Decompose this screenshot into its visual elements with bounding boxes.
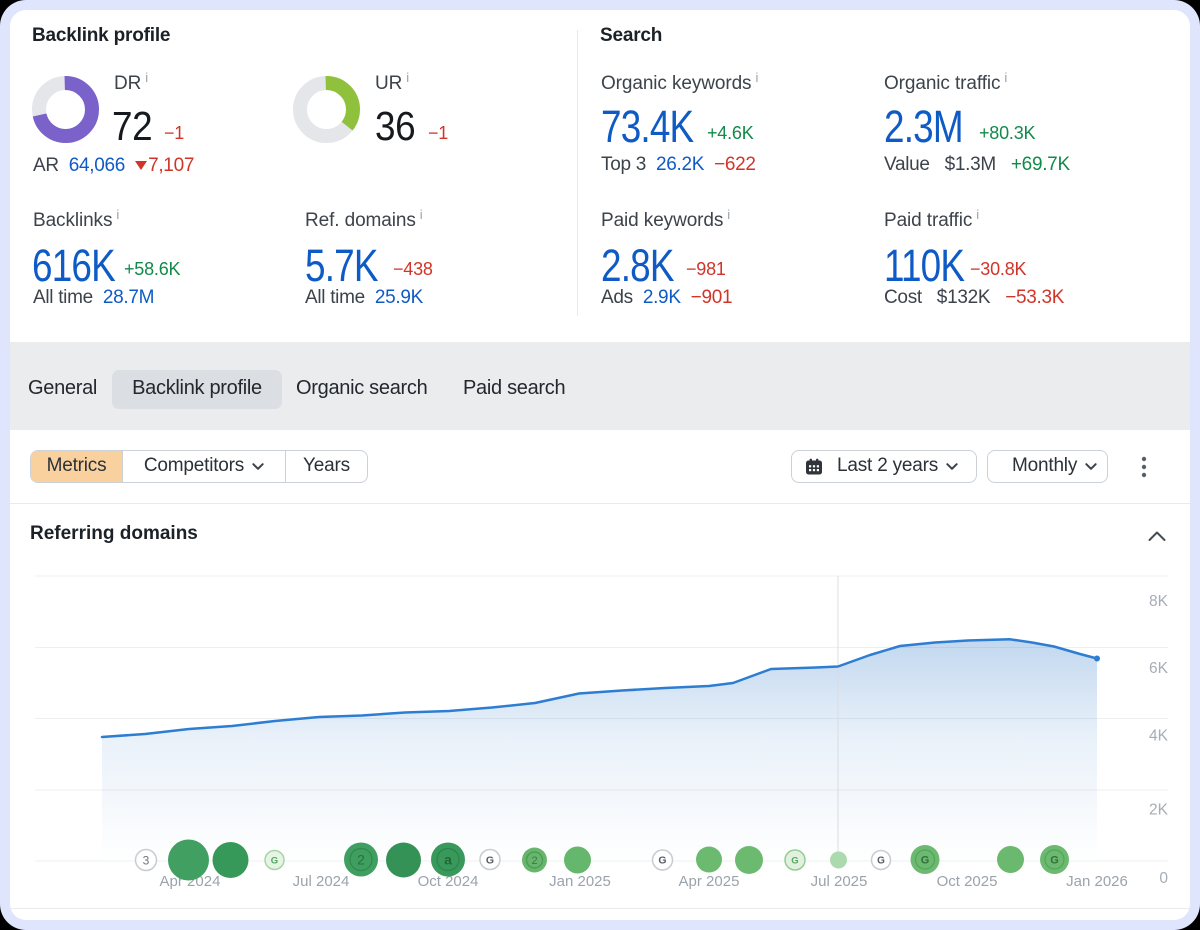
svg-text:Jul 2024: Jul 2024	[293, 873, 350, 890]
svg-text:G: G	[658, 855, 666, 867]
svg-text:Oct 2024: Oct 2024	[418, 873, 479, 890]
svg-text:G: G	[791, 856, 798, 867]
svg-text:G: G	[877, 856, 885, 867]
svg-text:6K: 6K	[1149, 660, 1169, 677]
svg-text:G: G	[921, 855, 930, 867]
svg-text:Oct 2025: Oct 2025	[937, 873, 998, 890]
svg-text:G: G	[486, 855, 494, 867]
svg-text:2K: 2K	[1149, 802, 1169, 819]
svg-text:8K: 8K	[1149, 593, 1169, 610]
svg-text:3: 3	[143, 854, 150, 868]
svg-text:4K: 4K	[1149, 728, 1169, 745]
svg-text:Jul 2025: Jul 2025	[811, 873, 868, 890]
svg-text:2: 2	[531, 855, 537, 867]
svg-text:a: a	[444, 852, 452, 868]
svg-text:0: 0	[1159, 870, 1168, 887]
svg-text:Jan 2026: Jan 2026	[1066, 873, 1128, 890]
svg-text:Jan 2025: Jan 2025	[549, 873, 611, 890]
svg-text:G: G	[271, 856, 278, 867]
svg-text:G: G	[1050, 855, 1059, 867]
svg-text:Apr 2024: Apr 2024	[160, 873, 221, 890]
svg-text:Apr 2025: Apr 2025	[679, 873, 740, 890]
svg-text:2: 2	[357, 852, 365, 868]
